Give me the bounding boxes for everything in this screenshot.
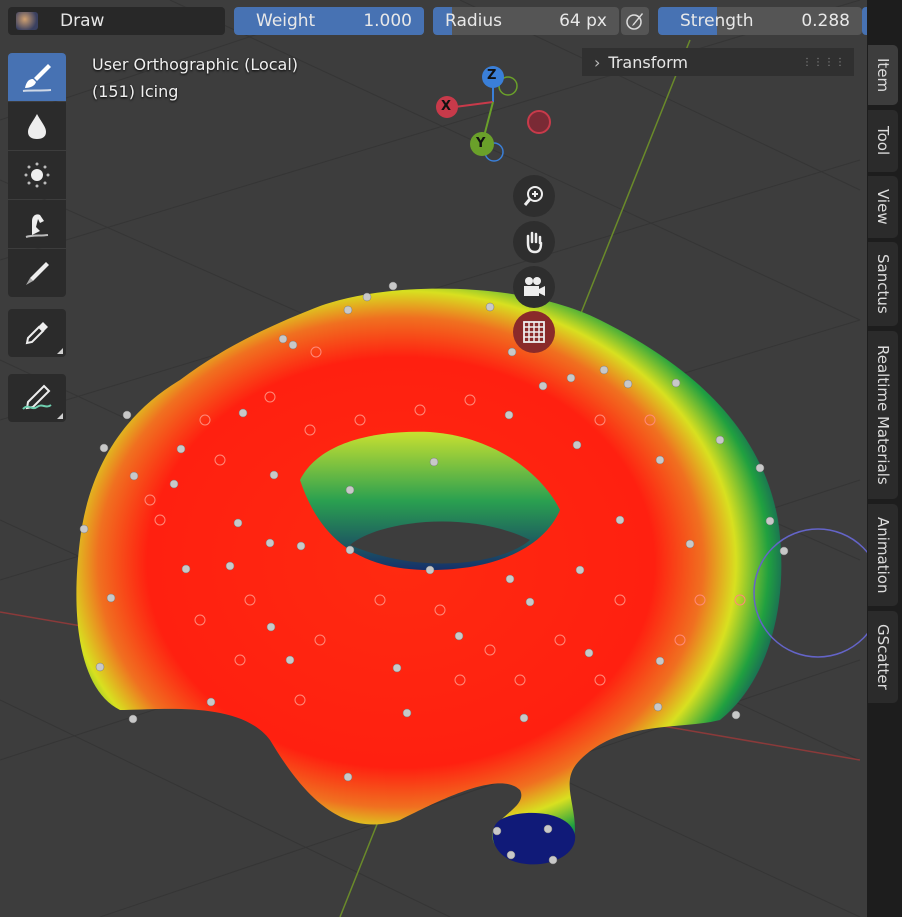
radius-value: 64 px	[559, 11, 607, 31]
x-axis-handle[interactable]	[436, 96, 458, 118]
transform-panel-title: Transform	[608, 52, 688, 72]
camera-icon	[524, 277, 545, 296]
tool-submenu-indicator	[57, 348, 63, 354]
weight-field[interactable]: Weight 1.000	[234, 7, 424, 35]
smear-tool[interactable]	[8, 200, 66, 248]
drip-tip	[492, 812, 576, 865]
pen-pressure-icon	[626, 13, 643, 30]
zoom-icon	[523, 186, 543, 206]
brush-icon	[22, 64, 52, 92]
mode-selector[interactable]: Draw	[8, 7, 225, 35]
tab-sanctus[interactable]: Sanctus	[868, 242, 898, 326]
y-axis-handle[interactable]	[470, 132, 494, 156]
sample-weight-tool[interactable]	[8, 309, 66, 357]
tab-gscatter[interactable]: GScatter	[868, 611, 898, 703]
orientation-gizmo[interactable]	[425, 60, 565, 170]
pan-button[interactable]	[513, 221, 555, 263]
sidebar-tabs: Item Tool View Sanctus Realtime Material…	[867, 0, 902, 917]
finger-icon	[25, 214, 49, 238]
tool-submenu-indicator	[57, 413, 63, 419]
weight-value: 1.000	[363, 11, 412, 31]
chevron-right-icon: ›	[594, 52, 601, 72]
blur-tool[interactable]	[8, 102, 66, 150]
tab-realtime-materials[interactable]: Realtime Materials	[868, 331, 898, 499]
tab-tool[interactable]: Tool	[868, 110, 898, 172]
tab-tool-label: Tool	[874, 126, 892, 156]
strength-value: 0.288	[801, 11, 850, 31]
neg-x-handle[interactable]	[527, 110, 551, 134]
view-name: User Orthographic (Local)	[92, 55, 299, 74]
weight-fill	[234, 7, 424, 35]
tab-view[interactable]: View	[868, 176, 898, 238]
ortho-toggle-button[interactable]	[513, 311, 555, 353]
weight-paint-mode-icon	[16, 12, 38, 30]
tab-realtime-materials-label: Realtime Materials	[874, 345, 892, 485]
radius-label: Radius	[445, 11, 503, 31]
gradient-tool[interactable]	[8, 249, 66, 297]
drag-grip-icon[interactable]: ⋮⋮⋮⋮	[802, 56, 846, 68]
eyedropper-icon	[25, 322, 48, 345]
tab-sanctus-label: Sanctus	[874, 254, 892, 314]
strength-field[interactable]: Strength 0.288	[658, 7, 862, 35]
transform-panel-header[interactable]: › Transform ⋮⋮⋮⋮	[582, 48, 854, 76]
strength-fill	[658, 7, 717, 35]
tab-item[interactable]: Item	[868, 45, 898, 105]
vertex-circles	[144, 346, 746, 706]
tab-animation-label: Animation	[874, 516, 892, 594]
average-icon	[24, 162, 50, 188]
radius-fill	[433, 7, 452, 35]
gradient-icon	[26, 262, 49, 285]
y-axis-label: Y	[476, 136, 486, 151]
grid-icon	[523, 321, 545, 343]
camera-view-button[interactable]	[513, 266, 555, 308]
zoom-button[interactable]	[513, 175, 555, 217]
donut-hole-inner	[350, 521, 530, 564]
hand-icon	[526, 231, 543, 254]
draw-tool[interactable]	[8, 53, 66, 101]
x-axis-label: X	[441, 99, 452, 114]
active-object-label: (151) Icing	[92, 82, 179, 101]
z-axis-handle[interactable]	[482, 66, 504, 88]
z-axis-label: Z	[487, 68, 497, 83]
tab-item-label: Item	[874, 57, 892, 93]
weight-label: Weight	[256, 11, 316, 31]
mode-label: Draw	[60, 11, 105, 31]
drop-icon	[28, 114, 46, 139]
strength-label: Strength	[680, 11, 754, 31]
annotate-pencil-icon	[22, 384, 52, 410]
tab-view-label: View	[874, 189, 892, 225]
radius-pressure-button[interactable]	[621, 7, 649, 35]
sprinkle-points	[79, 281, 789, 865]
average-tool[interactable]	[8, 151, 66, 199]
annotate-tool[interactable]	[8, 374, 66, 422]
radius-field[interactable]: Radius 64 px	[433, 7, 619, 35]
tab-gscatter-label: GScatter	[874, 624, 892, 690]
tab-animation[interactable]: Animation	[868, 504, 898, 606]
